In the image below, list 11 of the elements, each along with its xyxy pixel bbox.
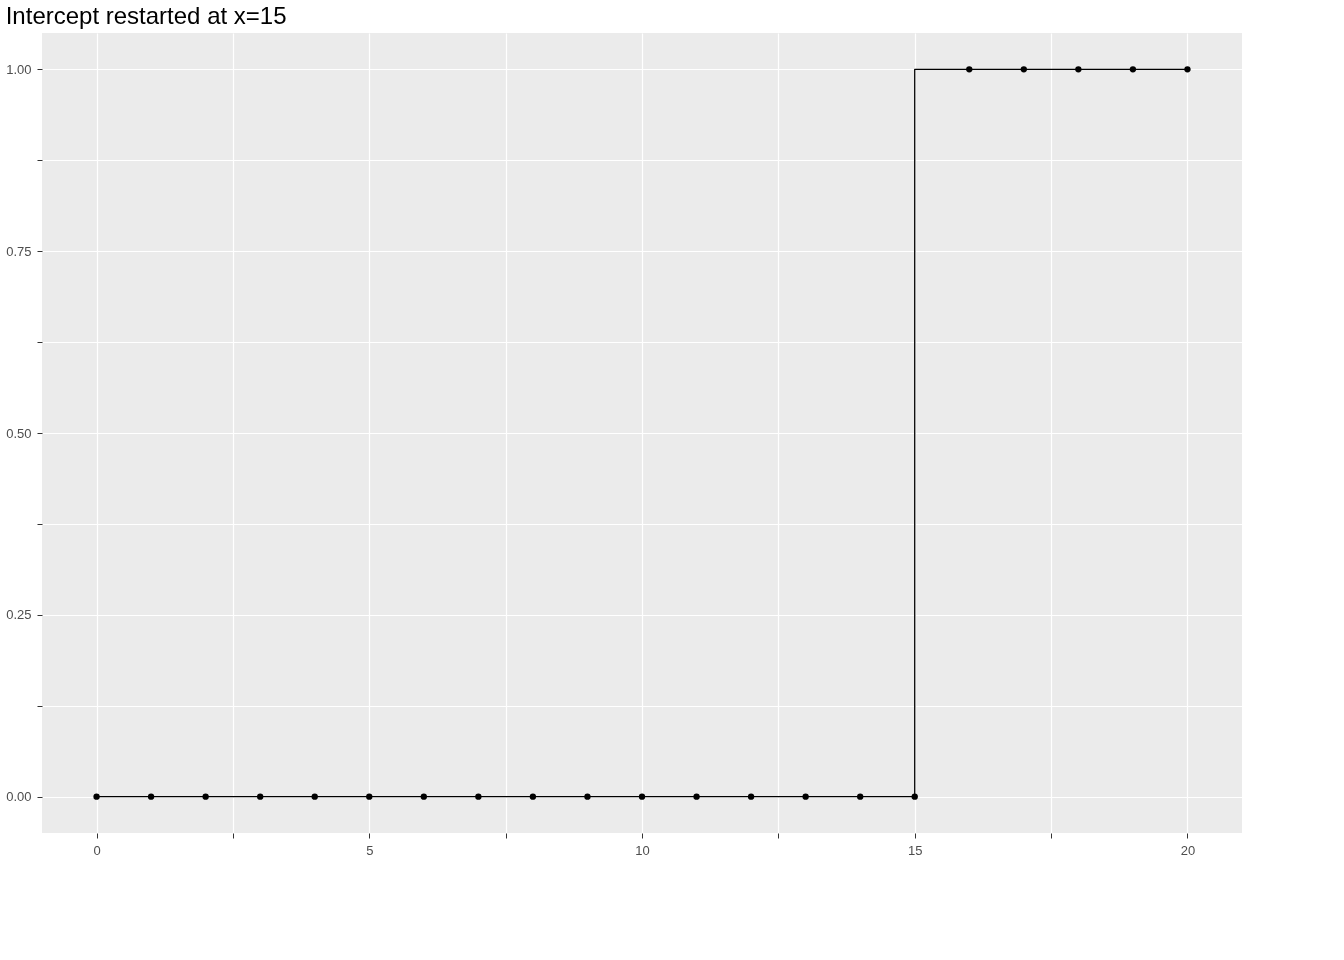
y-tick-label: 0.00 — [6, 789, 32, 805]
x-tick-label: 5 — [366, 842, 374, 858]
x-tick-label: 0 — [93, 842, 101, 858]
chart-title: Intercept restarted at x=15 — [5, 2, 287, 29]
y-tick-label: 1.00 — [6, 61, 32, 77]
y-tick-label: 0.25 — [6, 607, 32, 623]
x-tick-label: 20 — [1180, 842, 1196, 858]
x-tick-label: 10 — [635, 842, 650, 858]
x-tick-label: 15 — [907, 842, 923, 858]
y-tick-label: 0.75 — [6, 243, 32, 259]
y-tick-label: 0.50 — [6, 425, 32, 441]
